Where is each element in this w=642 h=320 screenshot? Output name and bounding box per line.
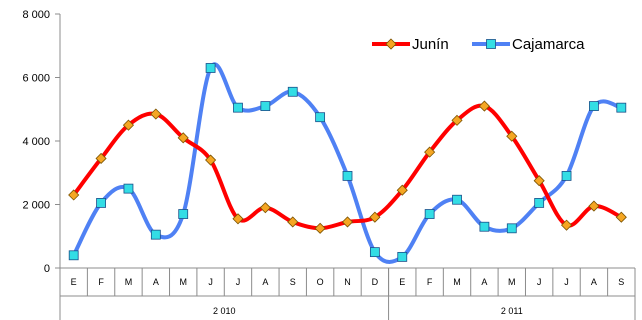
data-point-cajamarca — [68, 250, 79, 261]
x-group-label: 2 010 — [213, 306, 236, 316]
y-tick-label: 6 000 — [22, 73, 50, 85]
x-tick-label: F — [427, 277, 433, 287]
data-point-junn — [232, 213, 244, 225]
x-tick-label: M — [508, 277, 516, 287]
x-tick-label: A — [153, 277, 159, 287]
data-point-junn — [478, 100, 490, 112]
data-point-cajamarca — [561, 171, 572, 181]
data-point-junn — [615, 211, 627, 223]
legend: Junín Cajamarca — [372, 36, 585, 53]
series-line-junn — [71, 103, 624, 231]
data-point-cajamarca — [233, 102, 243, 113]
data-point-junn — [68, 189, 80, 201]
series-cajamarca — [68, 62, 627, 264]
series-junn — [68, 100, 627, 234]
x-tick-label: E — [71, 277, 77, 287]
data-point-cajamarca — [506, 223, 517, 234]
data-point-cajamarca — [315, 112, 326, 123]
data-point-junn — [314, 222, 326, 234]
data-point-junn — [95, 152, 107, 165]
data-point-junn — [150, 108, 162, 120]
legend-label: Cajamarca — [512, 36, 585, 53]
data-point-cajamarca — [342, 171, 353, 181]
data-point-junn — [424, 146, 436, 158]
legend-swatch-marker — [385, 38, 397, 50]
data-point-cajamarca — [479, 221, 490, 232]
y-axis: 0 2 000 4 000 6 000 8 000 — [22, 9, 61, 275]
x-tick-label: O — [317, 277, 324, 287]
data-point-junn — [177, 132, 189, 144]
data-point-junn — [341, 216, 354, 228]
x-tick-label: N — [344, 277, 351, 287]
x-tick-label: A — [262, 277, 268, 287]
x-tick-label: A — [591, 277, 597, 287]
x-tick-label: S — [618, 277, 624, 287]
series-line-cajamarca — [71, 62, 624, 264]
data-point-cajamarca — [397, 251, 408, 262]
y-tick-label: 0 — [44, 263, 50, 275]
x-tick-label: E — [399, 277, 405, 287]
x-tick-label: J — [236, 277, 241, 287]
data-point-junn — [205, 154, 217, 166]
data-point-cajamarca — [616, 102, 627, 113]
x-tick-label: J — [208, 277, 213, 287]
x-tick-label: J — [564, 277, 569, 287]
x-tick-label: M — [125, 277, 133, 287]
data-point-cajamarca — [96, 198, 106, 208]
y-tick-label: 2 000 — [22, 200, 50, 212]
legend-item-junn: Junín — [372, 36, 449, 53]
data-point-cajamarca — [123, 183, 134, 194]
data-point-junn — [560, 219, 573, 231]
x-tick-label: S — [290, 277, 296, 287]
data-point-cajamarca — [205, 63, 216, 73]
data-point-cajamarca — [287, 86, 298, 97]
data-point-junn — [122, 119, 135, 131]
x-tick-label: D — [372, 277, 379, 287]
x-tick-label: A — [481, 277, 487, 287]
data-point-cajamarca — [369, 247, 380, 258]
data-point-cajamarca — [589, 101, 599, 111]
data-point-junn — [369, 211, 381, 223]
legend-label: Junín — [412, 36, 449, 53]
y-tick-label: 8 000 — [22, 9, 50, 21]
data-point-cajamarca — [424, 209, 435, 219]
data-point-junn — [451, 114, 463, 126]
x-group-label: 2 011 — [501, 306, 523, 316]
data-point-cajamarca — [534, 198, 545, 208]
legend-item-cajamarca: Cajamarca — [472, 36, 585, 53]
x-tick-label: J — [537, 277, 542, 287]
data-point-junn — [396, 184, 408, 196]
data-point-junn — [588, 200, 600, 212]
x-tick-label: M — [179, 277, 187, 287]
data-point-junn — [287, 216, 299, 228]
series-layer — [68, 62, 627, 264]
data-point-cajamarca — [178, 209, 189, 219]
x-axis: E F M A M J J A S O N D E F M A M J J A S 2 010 2 011 — [59, 267, 636, 320]
x-tick-label: M — [453, 277, 461, 287]
data-point-junn — [506, 130, 518, 142]
x-tick-label: F — [98, 277, 104, 287]
legend-swatch-marker — [486, 39, 496, 49]
data-point-junn — [533, 175, 545, 187]
y-tick-label: 4 000 — [22, 136, 50, 148]
data-point-junn — [259, 202, 271, 214]
data-point-cajamarca — [452, 194, 462, 205]
data-point-cajamarca — [260, 101, 271, 111]
data-point-cajamarca — [150, 229, 161, 240]
